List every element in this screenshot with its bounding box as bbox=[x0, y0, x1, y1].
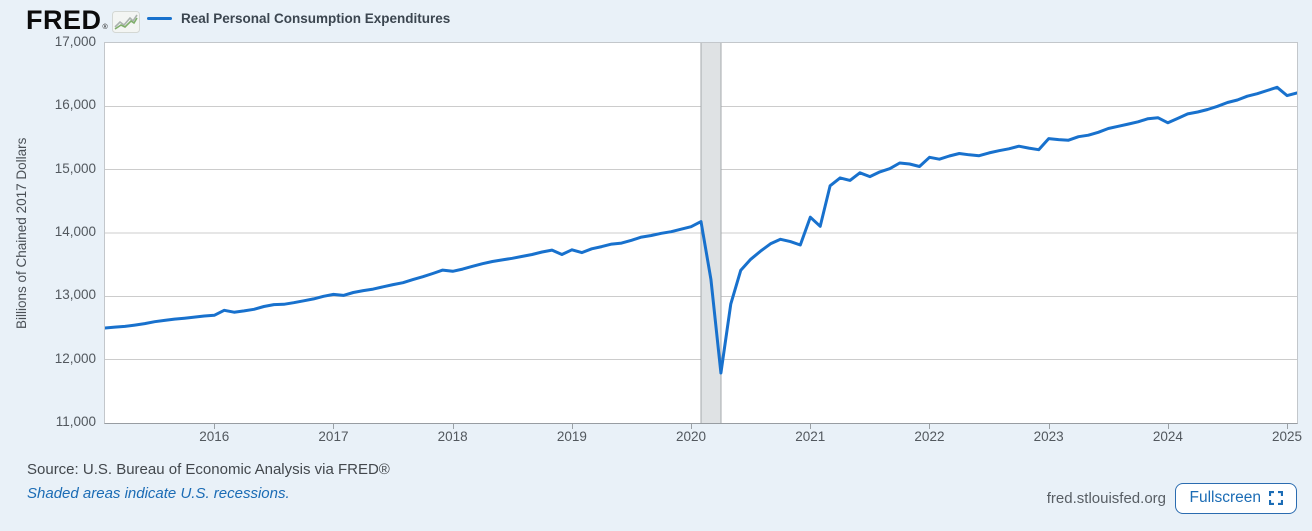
x-tick-mark bbox=[691, 424, 693, 429]
x-tick-label: 2023 bbox=[1033, 429, 1064, 444]
x-tick-mark bbox=[1048, 424, 1050, 429]
y-tick-label: 15,000 bbox=[54, 160, 96, 176]
fred-logo-registered-mark: ® bbox=[102, 24, 108, 31]
x-tick-mark bbox=[1167, 424, 1169, 429]
y-tick-label: 14,000 bbox=[54, 224, 96, 239]
plot-area[interactable] bbox=[104, 42, 1298, 424]
x-tick-label: 2021 bbox=[795, 429, 826, 444]
x-tick-mark bbox=[333, 424, 335, 429]
fullscreen-expand-icon bbox=[1269, 491, 1283, 505]
x-tick-label: 2016 bbox=[199, 429, 230, 444]
y-tick-label: 17,000 bbox=[54, 34, 96, 49]
recessions-note-link[interactable]: Shaded areas indicate U.S. recessions. bbox=[27, 485, 290, 502]
x-tick-label: 2017 bbox=[318, 429, 349, 444]
x-tick-mark bbox=[571, 424, 573, 429]
y-tick-label: 11,000 bbox=[55, 414, 96, 429]
legend: Real Personal Consumption Expenditures bbox=[147, 11, 450, 26]
fullscreen-button-label: Fullscreen bbox=[1189, 489, 1262, 506]
x-tick-label: 2019 bbox=[556, 429, 587, 444]
y-tick-label: 13,000 bbox=[54, 287, 96, 303]
x-tick-label: 2025 bbox=[1272, 429, 1303, 444]
pce-series-line[interactable] bbox=[105, 85, 1297, 375]
x-tick-label: 2024 bbox=[1152, 429, 1183, 444]
y-tick-label: 16,000 bbox=[54, 97, 96, 113]
x-tick-mark bbox=[929, 424, 931, 429]
x-tick-mark bbox=[810, 424, 812, 429]
source-text: Source: U.S. Bureau of Economic Analysis… bbox=[27, 461, 390, 478]
fred-logo-graph-icon bbox=[111, 11, 140, 38]
fred-logo-text: FRED bbox=[26, 5, 102, 35]
x-tick-mark bbox=[1287, 424, 1289, 429]
legend-series-label: Real Personal Consumption Expenditures bbox=[181, 11, 451, 26]
fred-logo[interactable]: FRED ® bbox=[26, 5, 140, 38]
chart-canvas[interactable] bbox=[105, 43, 1297, 423]
x-tick-label: 2022 bbox=[914, 429, 945, 444]
site-url-text[interactable]: fred.stlouisfed.org bbox=[1046, 490, 1166, 507]
x-tick-mark bbox=[214, 424, 216, 429]
legend-line-swatch bbox=[147, 17, 172, 20]
y-tick-label: 12,000 bbox=[54, 350, 96, 366]
x-tick-label: 2020 bbox=[676, 429, 707, 444]
x-tick-mark bbox=[452, 424, 454, 429]
x-tick-label: 2018 bbox=[437, 429, 468, 444]
fullscreen-button[interactable]: Fullscreen bbox=[1174, 483, 1297, 514]
